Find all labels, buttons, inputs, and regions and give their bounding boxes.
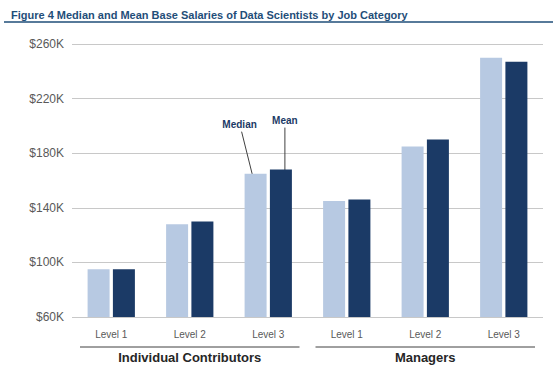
svg-text:Individual Contributors: Individual Contributors — [118, 350, 261, 365]
svg-text:Figure 4 Median and Mean Base: Figure 4 Median and Mean Base Salaries o… — [11, 9, 409, 21]
svg-text:Level 3: Level 3 — [488, 329, 521, 340]
svg-text:$100K: $100K — [29, 255, 64, 269]
svg-text:$260K: $260K — [29, 37, 64, 51]
svg-text:Median: Median — [222, 119, 256, 130]
svg-text:$180K: $180K — [29, 146, 64, 160]
svg-text:$140K: $140K — [29, 201, 64, 215]
svg-text:Level 2: Level 2 — [409, 329, 442, 340]
svg-text:$220K: $220K — [29, 92, 64, 106]
svg-text:$60K: $60K — [36, 310, 64, 324]
svg-text:Level 3: Level 3 — [252, 329, 285, 340]
svg-text:Managers: Managers — [395, 350, 456, 365]
svg-text:Level 2: Level 2 — [174, 329, 207, 340]
svg-text:Level 1: Level 1 — [331, 329, 364, 340]
svg-text:Level 1: Level 1 — [95, 329, 128, 340]
svg-text:Mean: Mean — [272, 115, 298, 126]
